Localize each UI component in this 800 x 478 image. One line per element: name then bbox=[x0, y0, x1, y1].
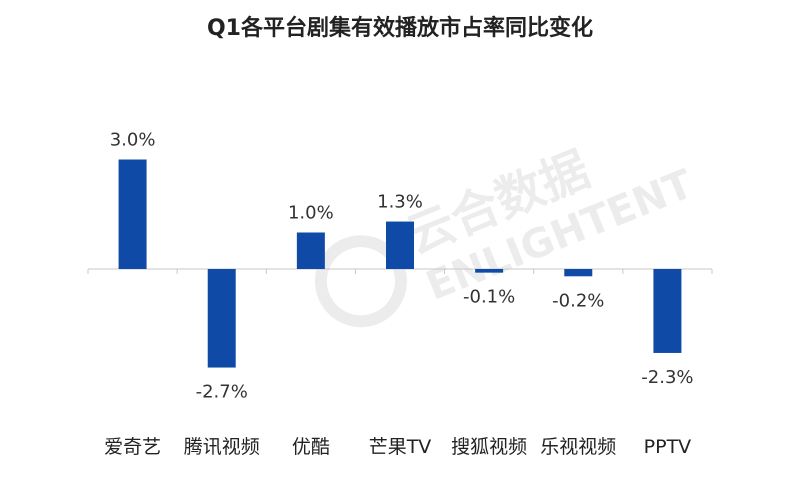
data-label: -0.1% bbox=[463, 287, 515, 308]
category-label: 乐视视频 bbox=[540, 436, 616, 458]
data-label: -0.2% bbox=[552, 290, 604, 311]
data-label: 1.3% bbox=[377, 192, 423, 213]
bar bbox=[564, 269, 593, 277]
data-label: -2.3% bbox=[641, 367, 693, 388]
category-label: 搜狐视频 bbox=[451, 436, 527, 458]
bar bbox=[475, 269, 504, 273]
data-label: 3.0% bbox=[110, 130, 156, 151]
bar bbox=[386, 221, 414, 269]
chart-title: Q1各平台剧集有效播放市占率同比变化 bbox=[206, 16, 593, 41]
bar bbox=[207, 269, 236, 368]
bar bbox=[118, 159, 147, 269]
data-label: 1.0% bbox=[288, 203, 334, 224]
category-label: 芒果TV bbox=[369, 436, 432, 458]
category-label: 优酷 bbox=[292, 436, 330, 458]
bar bbox=[653, 269, 682, 353]
data-label: -2.7% bbox=[196, 382, 248, 403]
category-label: 爱奇艺 bbox=[104, 436, 161, 458]
category-label: 腾讯视频 bbox=[184, 436, 260, 458]
category-label: PPTV bbox=[644, 436, 692, 458]
bar bbox=[296, 232, 325, 269]
